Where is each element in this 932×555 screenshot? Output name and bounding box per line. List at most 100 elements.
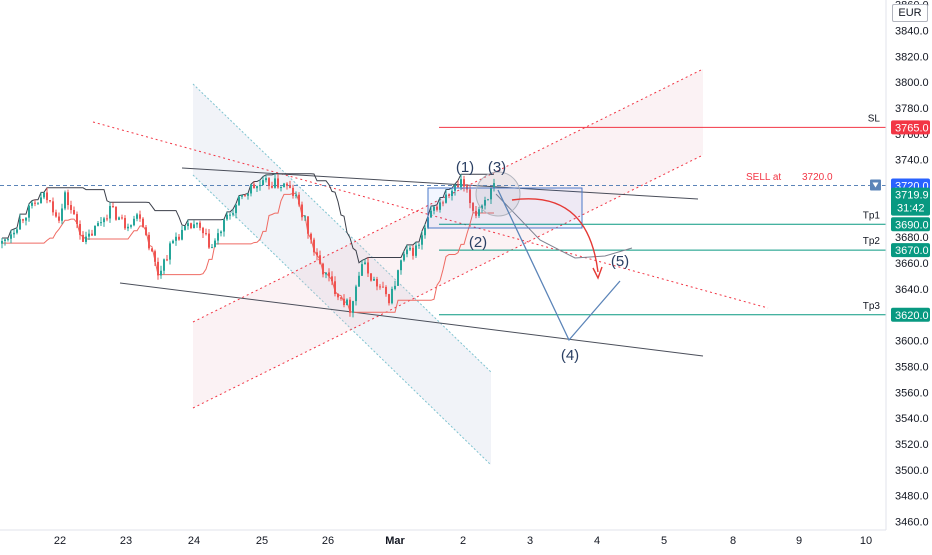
candle[interactable]	[232, 209, 234, 217]
candle[interactable]	[265, 174, 267, 183]
candle[interactable]	[325, 272, 327, 279]
candle[interactable]	[187, 219, 189, 230]
candle[interactable]	[40, 192, 42, 204]
candle[interactable]	[205, 228, 207, 236]
candle[interactable]	[301, 201, 303, 221]
candle[interactable]	[214, 238, 216, 248]
candle[interactable]	[67, 189, 69, 210]
candle[interactable]	[250, 184, 252, 197]
candle[interactable]	[349, 297, 351, 317]
candle[interactable]	[421, 230, 423, 250]
candle[interactable]	[268, 177, 270, 190]
candle[interactable]	[22, 218, 24, 224]
candle[interactable]	[190, 222, 192, 230]
candle[interactable]	[322, 262, 324, 278]
curved-sell-arrow[interactable]	[511, 198, 599, 273]
price-tag[interactable]	[891, 307, 930, 322]
candle[interactable]	[124, 215, 126, 231]
candle[interactable]	[352, 300, 354, 318]
candle[interactable]	[274, 173, 276, 189]
candle[interactable]	[262, 176, 264, 186]
candle[interactable]	[109, 202, 111, 223]
candle[interactable]	[139, 210, 141, 222]
candle[interactable]	[346, 298, 348, 306]
wave-projection-path[interactable]	[497, 189, 621, 342]
candle[interactable]	[46, 187, 48, 204]
candle[interactable]	[100, 217, 102, 227]
candle[interactable]	[256, 185, 258, 192]
candle[interactable]	[58, 212, 60, 224]
candle[interactable]	[493, 178, 495, 192]
candle[interactable]	[238, 195, 240, 207]
candle[interactable]	[343, 294, 345, 308]
candle[interactable]	[451, 187, 453, 201]
candle[interactable]	[469, 185, 471, 209]
candle[interactable]	[286, 182, 288, 190]
candle[interactable]	[31, 200, 33, 209]
candle[interactable]	[202, 226, 204, 238]
candle[interactable]	[94, 225, 96, 236]
candle[interactable]	[433, 205, 435, 215]
candle[interactable]	[82, 231, 84, 242]
price-tag[interactable]	[891, 243, 930, 258]
candle[interactable]	[76, 211, 78, 229]
candle[interactable]	[448, 193, 450, 199]
candle[interactable]	[166, 255, 168, 262]
candle[interactable]	[49, 200, 51, 203]
candle[interactable]	[142, 217, 144, 228]
candle[interactable]	[199, 220, 201, 231]
candle[interactable]	[160, 265, 162, 279]
candle[interactable]	[211, 244, 213, 249]
candle[interactable]	[247, 193, 249, 200]
descending-channel-lower[interactable]	[192, 174, 492, 466]
candle[interactable]	[64, 190, 66, 211]
candle[interactable]	[52, 197, 54, 216]
candle[interactable]	[133, 215, 135, 227]
candle[interactable]	[253, 181, 255, 189]
candle[interactable]	[337, 293, 339, 301]
candle[interactable]	[223, 219, 225, 237]
candle[interactable]	[295, 191, 297, 199]
candle[interactable]	[106, 214, 108, 222]
indicator-projection-line[interactable]	[495, 193, 633, 259]
candle[interactable]	[364, 259, 366, 265]
candle[interactable]	[19, 214, 21, 230]
candle[interactable]	[445, 189, 447, 204]
candle[interactable]	[442, 200, 444, 207]
candle[interactable]	[478, 206, 480, 218]
candle[interactable]	[178, 233, 180, 241]
candle[interactable]	[271, 181, 273, 189]
candle[interactable]	[280, 186, 282, 192]
candle[interactable]	[43, 192, 45, 200]
candle[interactable]	[97, 220, 99, 227]
candle[interactable]	[244, 194, 246, 197]
candle[interactable]	[115, 206, 117, 221]
candle[interactable]	[391, 286, 393, 305]
candle[interactable]	[79, 220, 81, 240]
candle[interactable]	[151, 248, 153, 252]
candle[interactable]	[127, 223, 129, 232]
candle[interactable]	[316, 248, 318, 261]
ascending-channel-band[interactable]	[193, 69, 703, 408]
candle[interactable]	[430, 206, 432, 218]
candle[interactable]	[403, 250, 405, 262]
candle[interactable]	[310, 232, 312, 244]
candle[interactable]	[304, 214, 306, 221]
candle[interactable]	[220, 230, 222, 237]
candle[interactable]	[385, 285, 387, 297]
candle[interactable]	[283, 182, 285, 188]
candle[interactable]	[475, 205, 477, 219]
candle[interactable]	[226, 211, 228, 221]
candle[interactable]	[487, 198, 489, 201]
candle[interactable]	[229, 212, 231, 220]
candle[interactable]	[4, 238, 6, 246]
candle[interactable]	[136, 212, 138, 222]
candle[interactable]	[193, 220, 195, 229]
candle[interactable]	[145, 225, 147, 236]
candle[interactable]	[409, 245, 411, 252]
candle[interactable]	[358, 271, 360, 288]
candle[interactable]	[118, 216, 120, 221]
candle[interactable]	[175, 232, 177, 246]
